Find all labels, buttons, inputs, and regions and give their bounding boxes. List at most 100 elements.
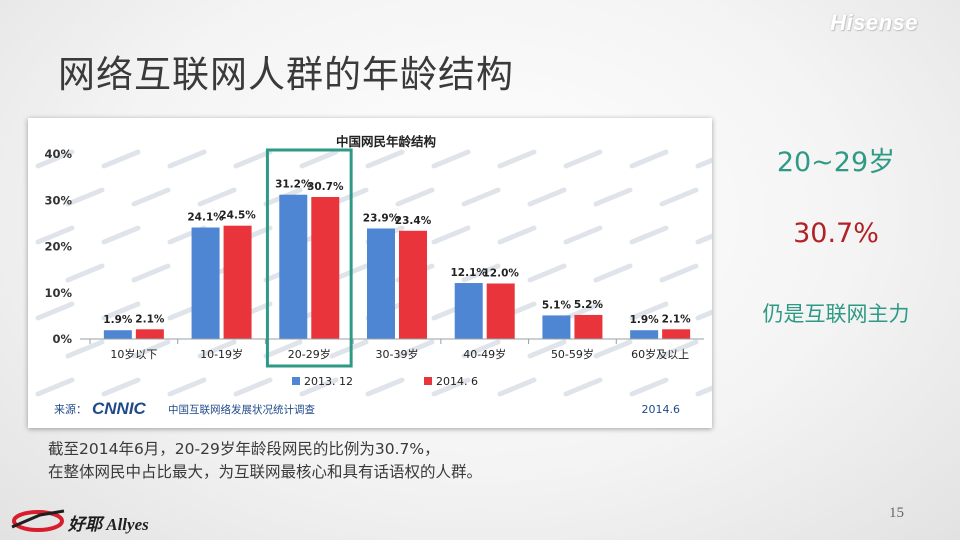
watermark-stroke xyxy=(497,149,537,169)
watermark-stroke xyxy=(659,263,699,283)
side-note-tagline: 仍是互联网主力 xyxy=(762,302,910,326)
brand-logo: Hisense xyxy=(830,10,918,35)
chart-title: 中国网民年龄结构 xyxy=(336,134,436,149)
y-tick-label: 10% xyxy=(44,286,72,300)
bar xyxy=(574,314,603,339)
watermark-stroke xyxy=(65,187,105,207)
watermark-stroke xyxy=(101,149,141,169)
watermark-stroke xyxy=(167,377,207,397)
data-label: 2.1% xyxy=(662,313,692,325)
watermark-stroke xyxy=(563,149,603,169)
watermark-stroke xyxy=(299,377,339,397)
footer-logo-text: 好耶 Allyes xyxy=(68,515,149,534)
bar xyxy=(135,329,164,339)
watermark-stroke xyxy=(167,149,207,169)
data-label: 1.9% xyxy=(103,314,133,326)
watermark-stroke xyxy=(629,377,669,397)
data-label: 24.5% xyxy=(219,210,256,222)
source-date: 2014.6 xyxy=(642,403,681,416)
y-tick-label: 0% xyxy=(52,332,72,346)
bar xyxy=(103,330,132,339)
data-label: 12.0% xyxy=(482,268,519,280)
watermark-stroke xyxy=(497,377,537,397)
watermark-stroke xyxy=(329,339,369,359)
data-label: 2.1% xyxy=(135,313,165,325)
watermark-stroke xyxy=(101,377,141,397)
footer-logo: 好耶 Allyes xyxy=(10,505,180,535)
caption-line: 截至2014年6月，20-29岁年龄段网民的比例为30.7%， xyxy=(48,440,440,458)
watermark-stroke xyxy=(695,385,712,397)
watermark-stroke xyxy=(131,339,171,359)
watermark-stroke xyxy=(395,339,435,359)
watermark-stroke xyxy=(563,301,603,321)
bar xyxy=(542,315,571,339)
watermark-stroke xyxy=(593,187,633,207)
legend-swatch xyxy=(424,377,432,385)
watermark-stroke xyxy=(563,377,603,397)
source-org-name: 中国互联网络发展状况统计调查 xyxy=(168,403,315,416)
y-tick-label: 30% xyxy=(44,193,72,207)
x-tick-label: 30-39岁 xyxy=(376,347,419,361)
watermark-stroke xyxy=(629,225,669,245)
chart-frame: 中国网民年龄结构 0% 10% 20% 30% 40% 1.9% 2.1% 24.1% 24.… xyxy=(28,118,712,428)
watermark-stroke xyxy=(365,149,405,169)
x-tick-label: 60岁及以上 xyxy=(631,347,689,361)
watermark-stroke xyxy=(695,233,712,245)
data-label: 5.1% xyxy=(542,299,572,311)
watermark-stroke xyxy=(527,263,567,283)
watermark-stroke xyxy=(233,149,273,169)
data-label: 31.2% xyxy=(275,179,312,191)
legend: 2013. 12 2014. 6 xyxy=(292,375,478,388)
chart-source: 来源： CNNIC 中国互联网络发展状况统计调查 2014.6 xyxy=(54,399,680,418)
x-tick-label: 10岁以下 xyxy=(110,347,157,361)
data-label: 5.2% xyxy=(574,299,604,311)
y-tick-label: 40% xyxy=(44,147,72,161)
legend-label: 2013. 12 xyxy=(304,375,353,388)
watermark-stroke xyxy=(527,339,567,359)
watermark-stroke xyxy=(629,149,669,169)
watermark-stroke xyxy=(659,187,699,207)
data-label: 23.4% xyxy=(395,215,432,227)
watermark-stroke xyxy=(65,339,105,359)
watermark-stroke xyxy=(593,263,633,283)
caption-line: 在整体网民中占比最大，为互联网最核心和具有话语权的人群。 xyxy=(48,463,483,481)
watermark-stroke xyxy=(497,225,537,245)
watermark-stroke xyxy=(659,339,699,359)
bar xyxy=(399,230,427,339)
watermark-stroke xyxy=(629,301,669,321)
highlight-box xyxy=(265,148,353,368)
data-label: 1.9% xyxy=(630,314,660,326)
side-note-age-group: 20~29岁 xyxy=(776,147,896,178)
watermark-stroke xyxy=(527,187,567,207)
watermark-stroke xyxy=(233,377,273,397)
x-tick-label: 50-59岁 xyxy=(551,347,594,361)
y-axis: 0% 10% 20% 30% 40% xyxy=(44,147,72,346)
watermark-stroke xyxy=(35,149,75,169)
bar xyxy=(279,194,308,339)
watermark-stroke xyxy=(695,157,712,169)
watermark-stroke xyxy=(65,263,105,283)
watermark-stroke xyxy=(395,187,435,207)
data-label: 24.1% xyxy=(187,212,224,224)
watermark-stroke xyxy=(131,263,171,283)
watermark-stroke xyxy=(695,309,712,321)
watermark-stroke xyxy=(431,225,471,245)
data-label: 23.9% xyxy=(363,212,400,224)
watermark-stroke xyxy=(101,225,141,245)
side-note-percentage: 30.7% xyxy=(793,218,879,249)
data-label: 30.7% xyxy=(307,181,344,193)
bar xyxy=(367,228,395,339)
watermark-stroke xyxy=(461,187,501,207)
x-axis: 10岁以下 10-19岁 20-29岁 30-39岁 40-49岁 50-59岁 60岁及以… xyxy=(80,338,704,361)
bar xyxy=(223,225,252,339)
watermark-stroke xyxy=(101,301,141,321)
watermark-stroke xyxy=(299,149,339,169)
x-tick-label: 40-49岁 xyxy=(463,347,506,361)
bar xyxy=(486,283,515,339)
x-tick-label: 10-19岁 xyxy=(200,347,243,361)
allyes-mark-icon xyxy=(11,509,65,532)
watermark-stroke xyxy=(131,187,171,207)
y-tick-label: 20% xyxy=(44,240,72,254)
x-tick-label: 20-29岁 xyxy=(288,347,331,361)
slide-title: 网络互联网人群的年龄结构 xyxy=(58,53,514,96)
